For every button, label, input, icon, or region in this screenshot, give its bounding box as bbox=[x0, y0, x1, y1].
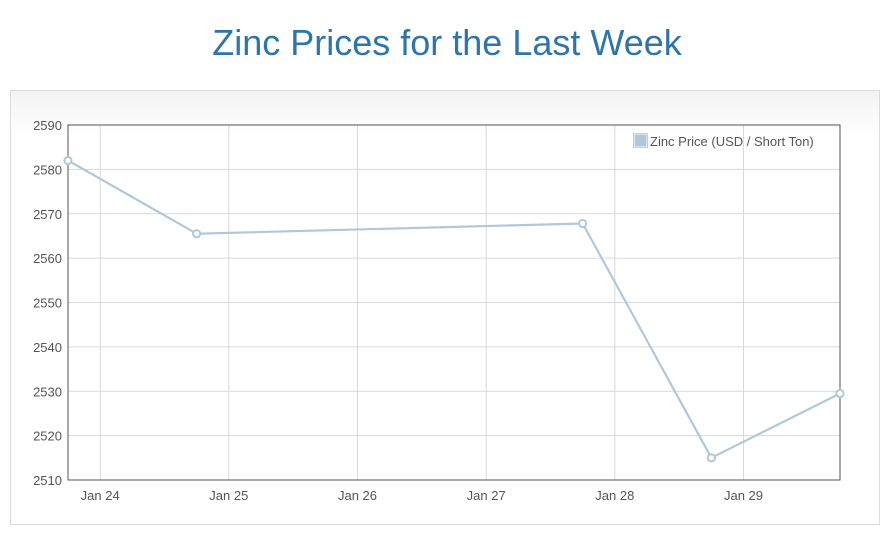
chart-panel bbox=[10, 90, 880, 525]
legend[interactable]: Zinc Price (USD / Short Ton) bbox=[633, 133, 814, 150]
y-tick-label: 2550 bbox=[33, 296, 62, 311]
data-point[interactable] bbox=[192, 229, 202, 239]
y-tick-label: 2580 bbox=[33, 162, 62, 177]
y-tick-label: 2590 bbox=[33, 118, 62, 133]
grid bbox=[68, 124, 840, 481]
y-tick-label: 2530 bbox=[33, 384, 62, 399]
y-tick-label: 2520 bbox=[33, 429, 62, 444]
data-point[interactable] bbox=[835, 388, 845, 399]
x-tick-label: Jan 28 bbox=[595, 488, 634, 503]
data-point[interactable] bbox=[706, 453, 716, 463]
y-tick-label: 2510 bbox=[33, 473, 62, 488]
data-point[interactable] bbox=[578, 218, 588, 229]
series bbox=[63, 155, 845, 463]
data-point[interactable] bbox=[63, 155, 73, 166]
y-tick-label: 2570 bbox=[33, 207, 62, 222]
x-axis-ticks: Jan 24 Jan 25 Jan 26 Jan 27 Jan 28 Jan 29 bbox=[81, 488, 763, 503]
plot-area-border bbox=[67, 124, 841, 481]
x-tick-label: Jan 29 bbox=[724, 488, 763, 503]
page-title: Zinc Prices for the Last Week bbox=[212, 22, 682, 63]
x-tick-label: Jan 26 bbox=[338, 488, 377, 503]
y-axis-ticks: 2510 2520 2530 2540 2550 2560 2570 2580 2590 bbox=[33, 118, 62, 488]
x-tick-label: Jan 27 bbox=[467, 488, 506, 503]
legend-swatch bbox=[633, 133, 648, 148]
x-tick-label: Jan 24 bbox=[81, 488, 120, 503]
y-tick-label: 2540 bbox=[33, 340, 62, 355]
series-line bbox=[67, 159, 841, 459]
legend-swatch-border bbox=[633, 133, 648, 148]
x-tick-label: Jan 25 bbox=[209, 488, 248, 503]
y-tick-label: 2560 bbox=[33, 251, 62, 266]
legend-label: Zinc Price (USD / Short Ton) bbox=[650, 134, 814, 149]
